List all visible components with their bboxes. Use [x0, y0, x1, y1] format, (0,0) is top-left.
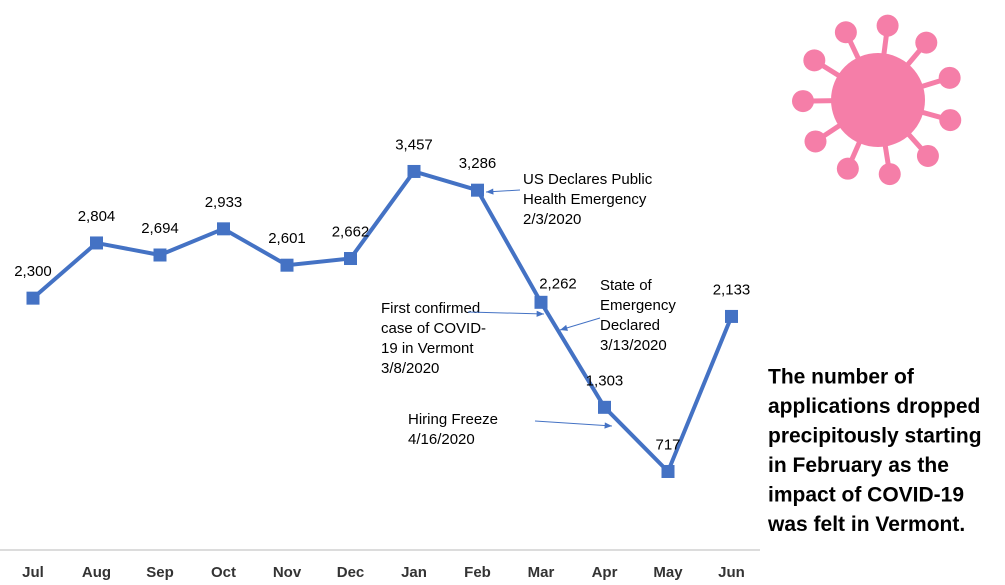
x-tick-label: Aug [82, 564, 111, 581]
x-tick-label: Oct [211, 564, 236, 581]
data-line [31, 169, 734, 476]
x-tick-label: Jul [22, 564, 44, 581]
virus-knob [804, 130, 827, 153]
data-marker [407, 164, 421, 178]
data-label: 2,694 [141, 220, 179, 237]
side-note: precipitously starting [768, 425, 982, 448]
annotation-text: State of [600, 277, 653, 294]
data-marker [26, 291, 40, 305]
x-tick-label: Dec [337, 564, 365, 581]
virus-knob [938, 66, 961, 89]
annotation-text: 3/8/2020 [381, 360, 439, 377]
data-label: 2,601 [268, 230, 306, 247]
annotation-text: Declared [600, 317, 660, 334]
data-marker [598, 400, 611, 414]
virus-knob [803, 49, 826, 72]
x-tick-label: Apr [592, 564, 618, 581]
annotation-text: Hiring Freeze [408, 411, 498, 428]
virus-knob [916, 144, 939, 167]
side-note: in February as the [768, 454, 949, 477]
data-marker [90, 236, 103, 250]
data-label: 717 [655, 436, 680, 453]
data-label: 2,933 [205, 194, 243, 211]
x-tick-label: Jun [718, 564, 745, 581]
arrow-head [486, 188, 494, 195]
data-marker [280, 258, 294, 272]
side-note: was felt in Vermont. [767, 513, 965, 536]
data-label: 3,457 [395, 136, 433, 153]
annotation-text: 3/13/2020 [600, 337, 667, 354]
virus-body [831, 53, 925, 147]
virus-knob [876, 14, 899, 37]
virus-knob [834, 21, 857, 44]
arrow-head [604, 422, 612, 429]
side-note: impact of COVID-19 [768, 484, 964, 507]
x-tick-label: Nov [273, 564, 302, 581]
annotation-text: Health Emergency [523, 191, 647, 208]
data-label: 2,300 [14, 263, 52, 280]
virus-knob [792, 90, 815, 113]
side-note: The number of [768, 366, 915, 389]
side-note: applications dropped [768, 395, 980, 418]
virus-knob [915, 31, 938, 54]
data-marker [217, 222, 230, 236]
virus-knob [878, 163, 901, 186]
annotation-text: First confirmed [381, 300, 480, 317]
virus-knob [836, 157, 859, 180]
data-marker [344, 252, 357, 266]
annotation-text: case of COVID- [381, 320, 486, 337]
annotation-text: 19 in Vermont [381, 340, 474, 357]
virus-icon [792, 14, 962, 186]
x-tick-label: Feb [464, 564, 491, 581]
x-tick-label: Mar [528, 564, 555, 581]
arrow-head [560, 324, 568, 331]
data-label: 2,662 [332, 223, 370, 240]
x-tick-label: May [653, 564, 683, 581]
data-marker [534, 295, 548, 309]
data-marker [471, 183, 484, 197]
data-label: 1,303 [586, 372, 624, 389]
annotation-text: Emergency [600, 297, 676, 314]
data-label: 2,804 [78, 208, 116, 225]
annotation-text: US Declares Public [523, 171, 653, 188]
data-label: 2,133 [713, 281, 751, 298]
data-label: 2,262 [539, 275, 577, 292]
annotation-text: 4/16/2020 [408, 431, 475, 448]
virus-knob [939, 109, 962, 132]
data-label: 3,286 [459, 155, 497, 172]
data-marker [661, 464, 675, 478]
annotation-arrow [467, 311, 545, 315]
x-tick-label: Sep [146, 564, 174, 581]
annotation-text: 2/3/2020 [523, 211, 581, 228]
data-marker [725, 309, 738, 323]
x-tick-label: Jan [401, 564, 427, 581]
data-marker [153, 248, 167, 262]
arrow-head [536, 310, 544, 317]
annotation-arrow [534, 420, 613, 427]
